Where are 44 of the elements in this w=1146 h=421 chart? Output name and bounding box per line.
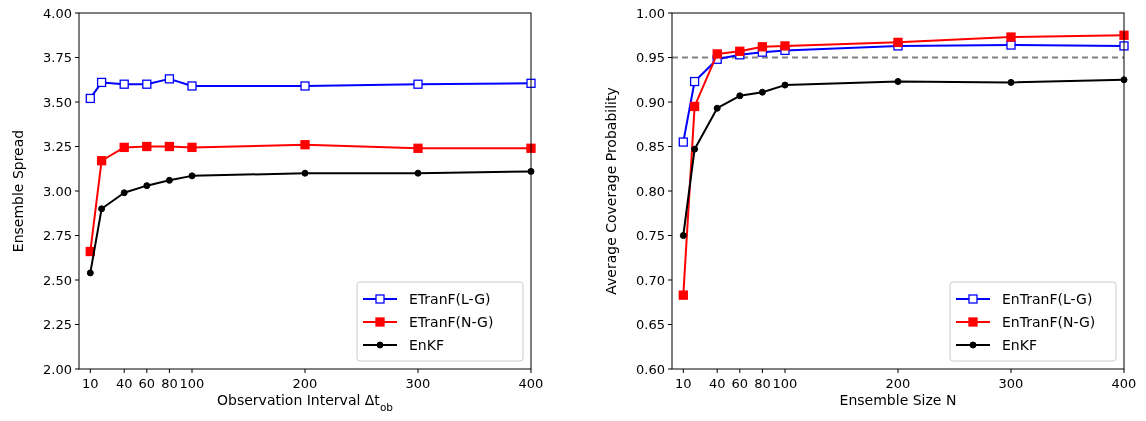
legend-label: EnTranF(L-G) [1002, 291, 1093, 307]
x-tick-label: 300 [998, 376, 1024, 391]
x-tick-label: 80 [754, 376, 771, 391]
y-tick-label: 2.25 [43, 317, 72, 332]
y-tick-label: 0.65 [636, 317, 665, 332]
legend-label: EnTranF(N-G) [1002, 314, 1096, 330]
x-tick-label: 60 [731, 376, 749, 391]
x-tick-label: 400 [1111, 376, 1137, 391]
y-tick-label: 1.00 [636, 5, 665, 21]
x-axis-title: Observation Interval Δt$_{ob}$ [217, 392, 394, 413]
x-axis-title: Ensemble Size N [839, 392, 957, 408]
y-tick-label: 2.75 [43, 228, 72, 243]
x-tick-label: 100 [179, 376, 205, 391]
y-tick-label: 0.60 [636, 361, 665, 377]
x-tick-label: 200 [885, 376, 911, 391]
x-tick-label: 100 [772, 376, 798, 391]
y-tick-label: 2.00 [43, 361, 72, 377]
legend-label: EnKF [409, 337, 444, 353]
y-tick-label: 0.70 [636, 272, 665, 288]
y-tick-label: 0.75 [636, 228, 665, 243]
x-tick-label: 40 [115, 376, 133, 391]
legend-label: EnKF [1002, 337, 1037, 353]
y-axis-title: Average Coverage Probability [603, 87, 619, 295]
x-tick-label: 10 [82, 376, 99, 391]
x-tick-label: 200 [292, 376, 318, 391]
x-tick-label: 10 [675, 376, 692, 391]
y-tick-label: 4.00 [43, 5, 72, 21]
x-tick-label: 40 [708, 376, 726, 391]
y-tick-label: 0.95 [636, 50, 665, 65]
y-tick-label: 3.00 [43, 183, 72, 199]
x-tick-label: 400 [518, 376, 544, 391]
y-tick-label: 0.85 [636, 139, 665, 154]
legend-label: ETranF(L-G) [409, 291, 491, 307]
y-tick-label: 3.25 [43, 139, 72, 154]
y-axis-title: Ensemble Spread [10, 129, 26, 253]
x-tick-label: 80 [161, 376, 178, 391]
y-tick-label: 3.75 [43, 50, 72, 65]
y-tick-label: 0.80 [636, 183, 665, 199]
y-tick-label: 2.50 [43, 272, 72, 288]
y-tick-label: 3.50 [43, 94, 72, 110]
legend-label: ETranF(N-G) [409, 314, 494, 330]
y-tick-label: 0.90 [636, 94, 665, 110]
x-tick-label: 300 [405, 376, 431, 391]
x-tick-label: 60 [138, 376, 156, 391]
